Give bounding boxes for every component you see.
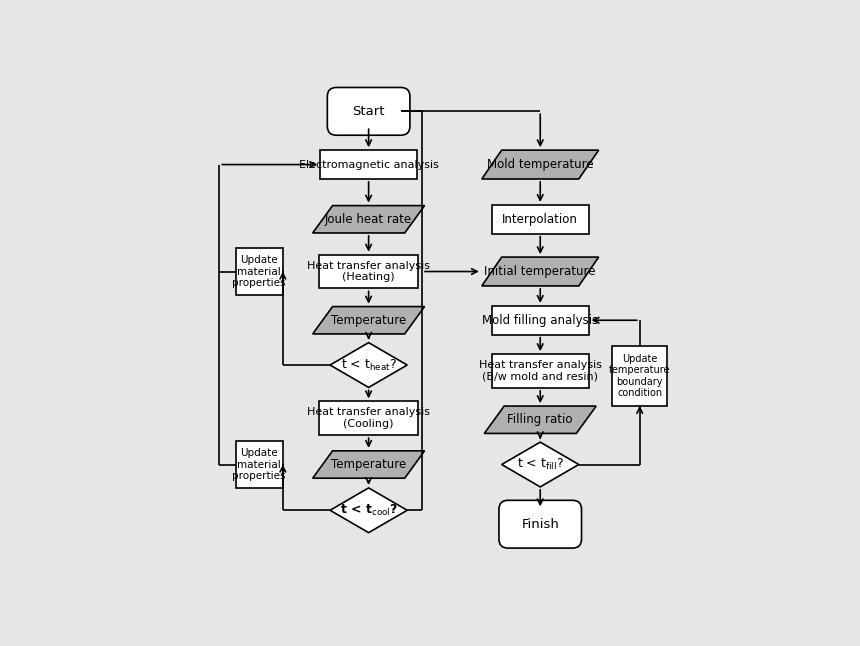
Polygon shape: [313, 451, 425, 478]
Text: Filling ratio: Filling ratio: [507, 413, 573, 426]
Polygon shape: [482, 150, 599, 179]
FancyBboxPatch shape: [236, 248, 283, 295]
Text: Update
material
properties: Update material properties: [232, 448, 286, 481]
Text: Heat transfer analysis
(Cooling): Heat transfer analysis (Cooling): [307, 408, 430, 429]
Polygon shape: [313, 205, 425, 233]
Text: Temperature: Temperature: [331, 314, 406, 327]
Text: Heat transfer analysis
(B/w mold and resin): Heat transfer analysis (B/w mold and res…: [479, 360, 602, 382]
FancyBboxPatch shape: [320, 150, 417, 179]
Polygon shape: [330, 488, 407, 533]
Text: Update
temperature
boundary
condition: Update temperature boundary condition: [609, 353, 671, 399]
Text: Finish: Finish: [521, 517, 559, 531]
Text: Joule heat rate: Joule heat rate: [325, 213, 412, 226]
Text: Start: Start: [353, 105, 385, 118]
Text: Mold temperature: Mold temperature: [487, 158, 593, 171]
Text: Update
material
properties: Update material properties: [232, 255, 286, 288]
Polygon shape: [482, 257, 599, 286]
Text: Interpolation: Interpolation: [502, 213, 578, 226]
FancyBboxPatch shape: [328, 87, 410, 135]
Text: Electromagnetic analysis: Electromagnetic analysis: [298, 160, 439, 169]
Polygon shape: [484, 406, 596, 433]
Polygon shape: [330, 342, 407, 388]
FancyBboxPatch shape: [492, 205, 589, 234]
Text: Initial temperature: Initial temperature: [484, 265, 596, 278]
FancyBboxPatch shape: [319, 401, 418, 435]
Text: t < t$_{\rm fill}$?: t < t$_{\rm fill}$?: [517, 457, 563, 472]
Text: t < t$_{\rm heat}$?: t < t$_{\rm heat}$?: [341, 357, 396, 373]
FancyBboxPatch shape: [499, 500, 581, 548]
Text: t < t$_{\rm cool}$?: t < t$_{\rm cool}$?: [340, 503, 397, 518]
Text: Temperature: Temperature: [331, 458, 406, 471]
Polygon shape: [313, 307, 425, 334]
FancyBboxPatch shape: [492, 354, 589, 388]
FancyBboxPatch shape: [319, 255, 418, 288]
Text: Mold filling analysis: Mold filling analysis: [482, 314, 599, 327]
Text: Heat transfer analysis
(Heating): Heat transfer analysis (Heating): [307, 261, 430, 282]
FancyBboxPatch shape: [492, 306, 589, 335]
FancyBboxPatch shape: [612, 346, 667, 406]
FancyBboxPatch shape: [236, 441, 283, 488]
Polygon shape: [501, 442, 579, 487]
